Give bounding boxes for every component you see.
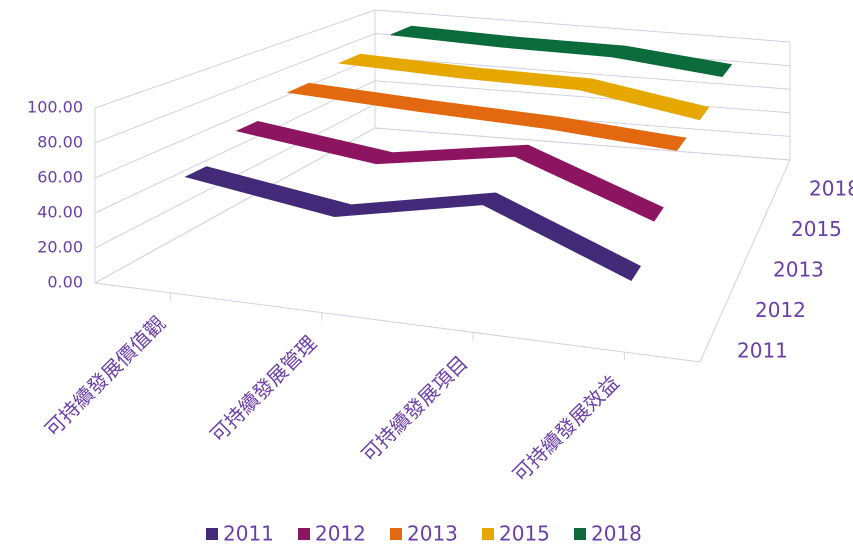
x-tick-label: 可持續發展項目 (357, 351, 473, 467)
legend-swatch (206, 528, 218, 540)
depth-tick-label: 2018 (809, 177, 853, 201)
x-tick-label: 可持續發展價值觀 (40, 311, 170, 441)
y-tick-label: 80.00 (37, 133, 83, 152)
legend-label: 2012 (315, 522, 366, 546)
legend-swatch (482, 528, 494, 540)
grid-line (94, 127, 791, 284)
legend-label: 2018 (591, 522, 642, 546)
depth-tick-label: 2013 (773, 258, 824, 282)
depth-tick-label: 2012 (755, 298, 806, 322)
legend-label: 2011 (223, 522, 274, 546)
legend-label: 2013 (407, 522, 458, 546)
grid-line (94, 9, 791, 109)
y-tick-label: 20.00 (37, 238, 83, 257)
series-ribbon (286, 82, 687, 151)
x-tick-label: 可持續發展管理 (205, 331, 321, 447)
legend-swatch (390, 528, 402, 540)
depth-tick-label: 2011 (737, 338, 788, 362)
depth-tick-label: 2015 (791, 217, 842, 241)
series-ribbon (337, 53, 710, 121)
series-ribbon (390, 25, 733, 77)
y-tick-label: 40.00 (37, 203, 83, 222)
series-ribbon (235, 120, 664, 222)
x-tick-label: 可持續發展效益 (508, 371, 624, 487)
y-tick-label: 100.00 (27, 98, 83, 117)
legend-label: 2015 (499, 522, 550, 546)
y-tick-label: 60.00 (37, 168, 83, 187)
legend-swatch (574, 528, 586, 540)
series-ribbon (184, 166, 642, 281)
wall-edge (94, 108, 791, 363)
legend-swatch (298, 528, 310, 540)
grid-line (94, 80, 791, 214)
y-tick-label: 0.00 (47, 273, 83, 292)
grid-line (94, 33, 791, 144)
